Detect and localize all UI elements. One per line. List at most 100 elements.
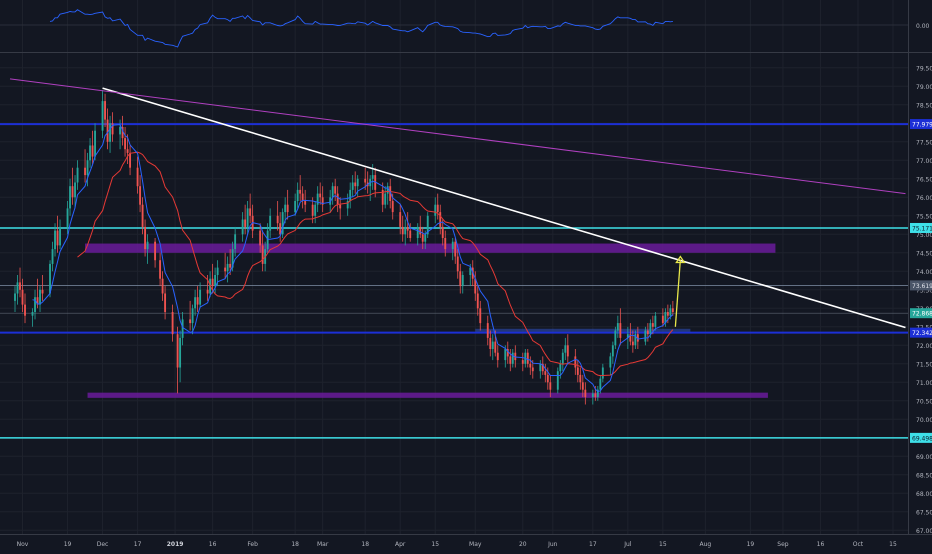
candle-body (561, 352, 564, 364)
price-label-box (910, 327, 932, 338)
candle-body (189, 319, 192, 324)
y-tick-label: 79.000 (916, 84, 932, 91)
candle-body (194, 297, 197, 309)
candle-body (666, 312, 669, 316)
candle-body (74, 182, 76, 198)
y-tick-label: 74.500 (916, 250, 932, 257)
candle-body (299, 189, 302, 194)
candle-body (386, 186, 389, 194)
candle-body (356, 178, 359, 187)
candle-body (314, 204, 317, 216)
candle-body (146, 241, 149, 250)
candle-body (574, 356, 577, 368)
candle-body (491, 341, 494, 349)
candle-body (391, 201, 394, 213)
candle-body (509, 356, 512, 364)
projection-arrow (674, 255, 686, 327)
candle-body (176, 334, 179, 368)
candle-body (286, 204, 289, 213)
candle-body (109, 123, 111, 142)
candle-body (276, 215, 279, 224)
price-label-text: 75.171 (912, 225, 932, 232)
trendline-magenta (9, 78, 906, 195)
x-tick-label: Jun (547, 541, 558, 548)
candle-body (179, 337, 182, 368)
x-tick-label: 20 (519, 541, 527, 548)
candle-body (206, 289, 209, 294)
candle-body (159, 260, 162, 279)
candle-body (559, 363, 562, 372)
trendlines (9, 78, 906, 329)
candle-body (261, 245, 264, 264)
x-tick-label: Dec (97, 541, 109, 548)
candle-body (436, 204, 439, 213)
candle-body (489, 337, 492, 349)
candle-body (619, 323, 622, 338)
candle-body (31, 312, 34, 316)
candle-body (579, 374, 582, 383)
candle-body (609, 356, 612, 368)
price-label-box (910, 222, 932, 233)
grid (0, 0, 908, 534)
candle-body (124, 138, 127, 150)
time-axis: Nov 19 Dec 17 2019 16 Feb 18 Mar 18 Apr 15 May 20 Jun 1… (17, 541, 897, 548)
candle-body (421, 234, 424, 242)
x-tick-label: 15 (431, 541, 439, 548)
x-tick-label: 16 (817, 541, 825, 548)
candle-body (514, 352, 517, 361)
price-label-text: 77.979 (912, 122, 932, 129)
candle-body (126, 149, 129, 153)
candle-body (461, 275, 464, 287)
candle-body (479, 308, 482, 324)
candle-body (231, 249, 234, 268)
candle-body (319, 193, 322, 198)
candle-body (86, 160, 89, 176)
candle-body (244, 219, 247, 227)
candle-body (426, 215, 429, 235)
candle-body (399, 212, 402, 227)
y-tick-label: 68.000 (916, 491, 932, 498)
candle-body (626, 334, 629, 338)
candle-body (39, 289, 41, 305)
candle-body (566, 345, 569, 357)
candle-body (654, 315, 657, 327)
candle-body (629, 334, 632, 342)
candle-body (304, 201, 307, 205)
candle-body (409, 230, 412, 238)
candle-body (59, 226, 61, 246)
ma-fast-line (32, 123, 674, 393)
candle-body (506, 349, 509, 357)
y-tick-label: 67.000 (916, 528, 932, 535)
candle-body (364, 178, 367, 183)
candle-body (196, 297, 199, 305)
candle-body (664, 312, 667, 324)
candle-body (596, 389, 599, 398)
x-tick-label: Sep (777, 541, 789, 548)
candle-body (199, 289, 202, 305)
candle-body (339, 204, 342, 209)
candle-body (34, 297, 36, 312)
candle-body (136, 167, 139, 187)
price-label-box (910, 432, 932, 443)
candle-body (504, 349, 507, 361)
y-tick-label: 78.500 (916, 102, 932, 109)
candle-body (56, 230, 59, 246)
candle-body (334, 186, 337, 194)
candle-body (331, 186, 334, 198)
candle-body (51, 249, 54, 264)
horizontal-levels (0, 123, 908, 439)
candle-body (434, 204, 437, 216)
candle-body (129, 152, 132, 168)
candle-body (646, 330, 649, 335)
y-tick-label: 74.000 (916, 269, 932, 276)
candle-body (454, 241, 457, 257)
candle-body (269, 215, 272, 231)
candle-body (544, 371, 547, 375)
price-label-text: 72.342 (912, 330, 932, 337)
candle-body (301, 193, 304, 201)
candle-body (564, 345, 567, 353)
moving-averages (32, 123, 674, 393)
candle-body (529, 363, 532, 368)
candle-body (296, 189, 299, 201)
